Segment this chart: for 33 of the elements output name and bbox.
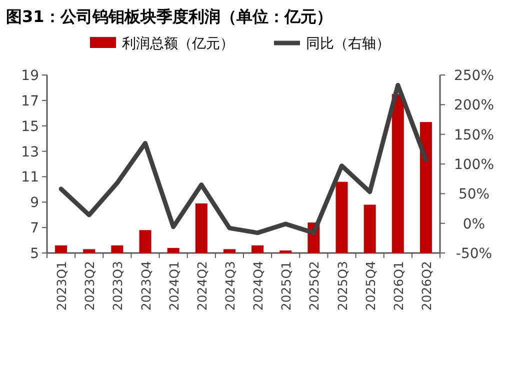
line-series bbox=[58, 82, 428, 236]
x-tick-label: 2023Q4 bbox=[138, 260, 154, 311]
x-tick-label: 2024Q2 bbox=[194, 261, 210, 311]
legend-label: 同比（右轴） bbox=[306, 36, 390, 52]
y-tick-label: 11 bbox=[21, 170, 39, 186]
x-tick-label: 2024Q1 bbox=[166, 261, 182, 311]
x-tick-label: 2024Q3 bbox=[222, 261, 238, 311]
y-tick-label: 17 bbox=[21, 93, 39, 110]
y2-tick-label: 0% bbox=[462, 216, 486, 232]
y2-tick-label: -50% bbox=[456, 246, 492, 262]
y-tick-label: 9 bbox=[30, 195, 39, 212]
y2-tick-label: 250% bbox=[454, 68, 494, 84]
y-tick-label: 7 bbox=[30, 220, 39, 237]
y-tick-label: 5 bbox=[30, 246, 39, 262]
y-tick-label: 19 bbox=[21, 68, 39, 84]
y-tick-label: 13 bbox=[21, 144, 39, 160]
x-tick-label: 2023Q1 bbox=[54, 261, 70, 311]
x-tick-label: 2023Q3 bbox=[110, 261, 126, 311]
y2-tick-label: 100% bbox=[454, 157, 494, 173]
legend-label: 利润总额（亿元） bbox=[122, 36, 234, 52]
y2-tick-label: 200% bbox=[454, 98, 494, 114]
y2-tick-label: 150% bbox=[454, 127, 494, 144]
x-tick-label: 2024Q4 bbox=[250, 260, 266, 311]
chart-title: 图31：公司钨钼板块季度利润（单位：亿元） bbox=[6, 7, 332, 26]
x-tick-label: 2025Q1 bbox=[278, 261, 294, 311]
x-tick-label: 2025Q4 bbox=[362, 260, 378, 311]
x-tick-label: 2026Q1 bbox=[390, 261, 406, 311]
x-tick-label: 2025Q3 bbox=[334, 261, 350, 311]
x-tick-label: 2026Q2 bbox=[418, 261, 434, 311]
y-tick-label: 15 bbox=[21, 118, 39, 135]
y2-tick-label: 50% bbox=[458, 186, 490, 203]
x-tick-label: 2023Q2 bbox=[82, 261, 98, 311]
x-tick-label: 2025Q2 bbox=[306, 261, 322, 311]
